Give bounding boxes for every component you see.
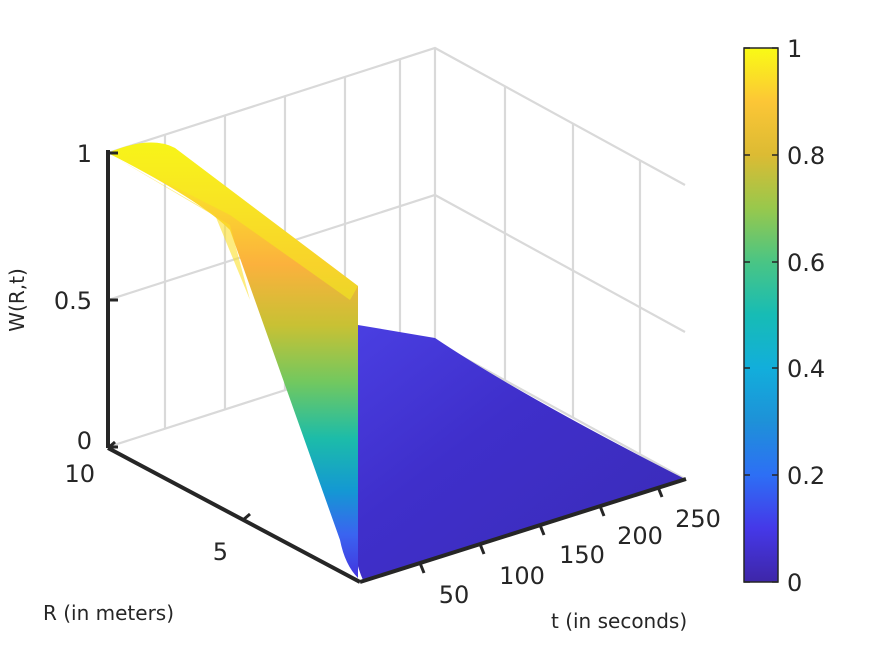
z-axis-label: W(R,t)	[5, 268, 29, 331]
colorbar-tick-label: 0.2	[787, 462, 825, 490]
colorbar-tick-label: 0.4	[787, 355, 825, 383]
x-tick-label: 50	[439, 581, 470, 609]
x-tick-label: 200	[617, 522, 663, 550]
surface-wall-shade	[108, 142, 358, 300]
colorbar-tick-label: 0	[787, 569, 802, 597]
z-tick-label: 0.5	[54, 287, 92, 315]
x-tick-label: 150	[559, 541, 605, 569]
colorbar-gradient	[743, 47, 779, 583]
colorbar-tick-label: 1	[787, 35, 802, 63]
x-axis-label: t (in seconds)	[551, 609, 687, 633]
surface-floor	[352, 325, 685, 580]
y-tick-labels: 10 5	[64, 460, 228, 566]
axes	[106, 150, 687, 584]
z-tick-label: 0	[77, 427, 92, 455]
y-tick-label: 10	[64, 460, 95, 488]
surface	[108, 142, 685, 580]
colorbar-tick-label: 0.6	[787, 249, 825, 277]
x-axis	[359, 477, 687, 584]
x-tick-labels: 50 100 150 200 250	[439, 505, 721, 609]
y-tick-label: 5	[213, 538, 228, 566]
x-tick-label: 250	[675, 505, 721, 533]
surface-edge-left	[108, 153, 250, 300]
colorbar: 0 0.2 0.4 0.6 0.8 1	[743, 35, 825, 597]
colorbar-tickmarks	[744, 47, 778, 583]
z-tick-labels: 1 0.5 0	[54, 140, 92, 455]
colorbar-tick-label: 0.8	[787, 142, 825, 170]
x-tick-label: 100	[499, 562, 545, 590]
y-axis-label: R (in meters)	[43, 601, 174, 625]
y-axis	[107, 446, 361, 584]
z-tick-label: 1	[77, 140, 92, 168]
